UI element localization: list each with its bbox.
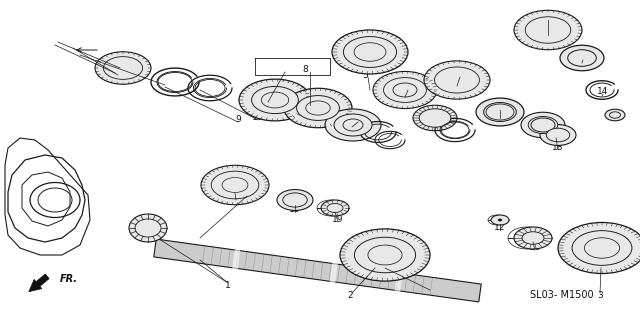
Ellipse shape — [332, 30, 408, 74]
Ellipse shape — [95, 52, 151, 84]
Ellipse shape — [277, 190, 313, 210]
Ellipse shape — [211, 171, 259, 199]
Ellipse shape — [540, 125, 576, 146]
Ellipse shape — [239, 79, 311, 121]
Text: 6: 6 — [405, 83, 411, 93]
Text: 18: 18 — [552, 144, 564, 152]
Text: 10: 10 — [252, 113, 264, 122]
Text: 12: 12 — [494, 223, 506, 232]
Ellipse shape — [491, 215, 509, 225]
Ellipse shape — [386, 79, 424, 101]
Ellipse shape — [413, 105, 457, 131]
Text: 16: 16 — [577, 54, 589, 62]
Ellipse shape — [486, 104, 514, 120]
Ellipse shape — [531, 118, 555, 132]
Ellipse shape — [558, 223, 640, 274]
Ellipse shape — [327, 204, 343, 212]
Ellipse shape — [547, 128, 570, 142]
Ellipse shape — [484, 102, 516, 121]
Ellipse shape — [373, 71, 437, 108]
Ellipse shape — [528, 116, 557, 133]
Text: 4: 4 — [457, 70, 463, 80]
Ellipse shape — [344, 36, 397, 68]
Ellipse shape — [296, 96, 339, 120]
Ellipse shape — [334, 114, 372, 136]
Ellipse shape — [354, 43, 386, 61]
Ellipse shape — [605, 109, 625, 121]
Ellipse shape — [355, 237, 415, 273]
Ellipse shape — [321, 200, 349, 216]
Ellipse shape — [439, 70, 475, 90]
Text: 9: 9 — [235, 115, 241, 125]
Ellipse shape — [129, 214, 167, 242]
Text: 15: 15 — [611, 113, 623, 122]
Text: 3: 3 — [597, 290, 603, 300]
Text: 1: 1 — [225, 281, 231, 289]
Ellipse shape — [252, 87, 298, 113]
Ellipse shape — [393, 83, 417, 97]
Ellipse shape — [521, 112, 565, 138]
Ellipse shape — [522, 232, 544, 244]
Ellipse shape — [104, 57, 143, 79]
Ellipse shape — [498, 219, 502, 221]
Text: 7: 7 — [497, 103, 503, 113]
Ellipse shape — [584, 238, 620, 258]
Text: 13: 13 — [289, 205, 301, 215]
Ellipse shape — [343, 119, 363, 131]
Text: SL03- M1500: SL03- M1500 — [530, 290, 594, 300]
Ellipse shape — [530, 20, 566, 40]
Text: 20: 20 — [529, 243, 541, 253]
Text: 8: 8 — [302, 66, 308, 74]
Text: FR.: FR. — [60, 274, 78, 284]
Text: 14: 14 — [597, 87, 609, 96]
Ellipse shape — [514, 10, 582, 50]
Text: 17: 17 — [542, 14, 554, 23]
Ellipse shape — [383, 78, 426, 102]
Polygon shape — [154, 239, 481, 302]
Ellipse shape — [476, 98, 524, 126]
Ellipse shape — [568, 50, 596, 66]
Text: 19: 19 — [332, 216, 344, 224]
Ellipse shape — [325, 109, 381, 141]
Text: 2: 2 — [347, 290, 353, 300]
Ellipse shape — [368, 245, 402, 265]
Text: 11: 11 — [230, 193, 242, 203]
Ellipse shape — [514, 227, 552, 249]
Ellipse shape — [135, 219, 161, 237]
Ellipse shape — [306, 101, 330, 115]
Ellipse shape — [201, 165, 269, 205]
Ellipse shape — [560, 45, 604, 71]
Ellipse shape — [284, 88, 352, 128]
Text: 5: 5 — [362, 70, 368, 80]
Ellipse shape — [525, 17, 571, 43]
Ellipse shape — [283, 193, 307, 207]
Ellipse shape — [435, 67, 479, 93]
Ellipse shape — [419, 109, 451, 127]
Polygon shape — [29, 274, 49, 292]
Ellipse shape — [261, 92, 289, 108]
Ellipse shape — [340, 229, 430, 281]
Ellipse shape — [609, 112, 621, 118]
Ellipse shape — [222, 178, 248, 192]
Ellipse shape — [424, 61, 490, 99]
Ellipse shape — [572, 231, 632, 265]
